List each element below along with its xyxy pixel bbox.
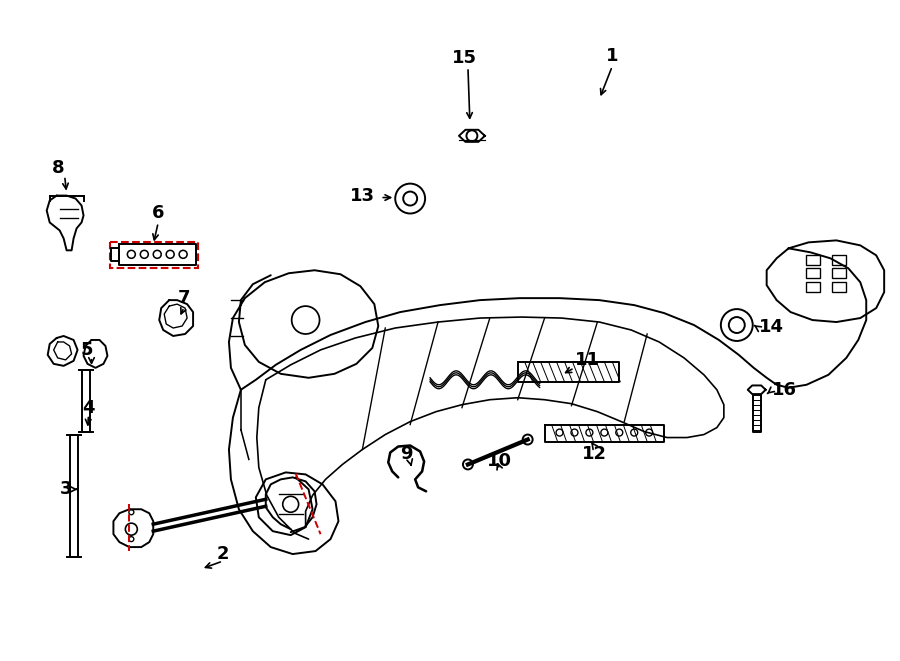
Text: 13: 13: [350, 186, 375, 204]
Text: 4: 4: [82, 399, 94, 416]
Text: 6: 6: [152, 204, 165, 223]
Text: 14: 14: [759, 318, 784, 336]
Bar: [806, 268, 821, 278]
Text: 9: 9: [400, 446, 412, 463]
Bar: [832, 268, 846, 278]
Text: 3: 3: [59, 481, 72, 498]
Bar: [806, 255, 821, 265]
Text: 7: 7: [178, 289, 191, 307]
Bar: [806, 282, 821, 292]
Text: 5: 5: [80, 341, 93, 359]
Bar: [832, 255, 846, 265]
Text: 12: 12: [582, 446, 607, 463]
Text: 8: 8: [52, 159, 65, 176]
Text: 16: 16: [771, 381, 796, 399]
Text: 15: 15: [453, 49, 477, 67]
Bar: [832, 282, 846, 292]
Bar: [111, 243, 198, 268]
Text: 11: 11: [575, 351, 600, 369]
Text: 1: 1: [606, 47, 618, 65]
Text: 2: 2: [217, 545, 230, 563]
Text: 10: 10: [487, 452, 512, 471]
